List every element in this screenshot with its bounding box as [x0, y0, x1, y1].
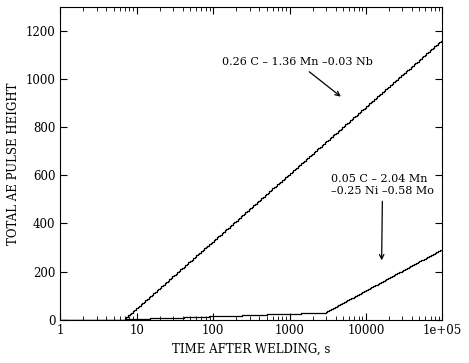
Text: 0.26 C – 1.36 Mn –0.03 Nb: 0.26 C – 1.36 Mn –0.03 Nb — [222, 57, 373, 96]
X-axis label: TIME AFTER WELDING, s: TIME AFTER WELDING, s — [172, 343, 331, 356]
Y-axis label: TOTAL AE PULSE HEIGHT: TOTAL AE PULSE HEIGHT — [7, 82, 20, 245]
Text: 0.05 C – 2.04 Mn
–0.25 Ni –0.58 Mo: 0.05 C – 2.04 Mn –0.25 Ni –0.58 Mo — [331, 174, 434, 259]
